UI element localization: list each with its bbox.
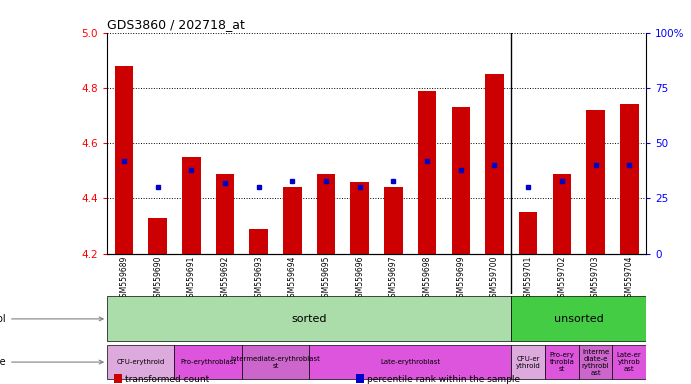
Text: unsorted: unsorted <box>554 314 603 324</box>
Bar <box>115 66 133 253</box>
Bar <box>612 345 646 379</box>
Text: GSM559696: GSM559696 <box>355 256 364 302</box>
Bar <box>310 345 511 379</box>
Bar <box>249 229 268 253</box>
Text: GSM559704: GSM559704 <box>625 256 634 302</box>
Text: GDS3860 / 202718_at: GDS3860 / 202718_at <box>107 18 245 31</box>
Bar <box>579 345 612 379</box>
Bar <box>519 212 538 253</box>
Text: Intermediate-erythroblast
st: Intermediate-erythroblast st <box>231 356 321 369</box>
Text: GSM559702: GSM559702 <box>558 256 567 302</box>
Bar <box>511 296 646 341</box>
Text: Pro-ery
throbla
st: Pro-ery throbla st <box>549 352 574 372</box>
Text: GSM559692: GSM559692 <box>220 256 229 302</box>
Bar <box>107 345 174 379</box>
Text: development stage: development stage <box>0 357 103 367</box>
Text: CFU-er
ythroid: CFU-er ythroid <box>515 356 540 369</box>
Bar <box>283 187 302 253</box>
Text: protocol: protocol <box>0 314 103 324</box>
Bar <box>553 174 571 253</box>
Bar <box>216 174 234 253</box>
Text: Interme
diate-e
rythrobl
ast: Interme diate-e rythrobl ast <box>582 349 609 376</box>
Bar <box>384 187 403 253</box>
Bar <box>451 107 470 253</box>
Text: GSM559695: GSM559695 <box>321 256 330 302</box>
Bar <box>418 91 437 253</box>
Text: GSM559697: GSM559697 <box>389 256 398 302</box>
Text: GSM559694: GSM559694 <box>288 256 297 302</box>
Text: GSM559693: GSM559693 <box>254 256 263 302</box>
Text: GSM559698: GSM559698 <box>423 256 432 302</box>
Text: GSM559703: GSM559703 <box>591 256 600 302</box>
Text: Pro-erythroblast: Pro-erythroblast <box>180 359 236 365</box>
Bar <box>511 345 545 379</box>
Bar <box>545 345 578 379</box>
Text: transformed count: transformed count <box>125 374 209 384</box>
Bar <box>485 74 504 253</box>
Text: Late-erythroblast: Late-erythroblast <box>380 359 440 365</box>
Bar <box>107 296 511 341</box>
Bar <box>149 218 167 253</box>
Bar <box>242 345 310 379</box>
Bar <box>174 345 242 379</box>
Text: percentile rank within the sample: percentile rank within the sample <box>367 374 520 384</box>
Text: GSM559699: GSM559699 <box>456 256 465 302</box>
Text: GSM559689: GSM559689 <box>120 256 129 302</box>
Text: Late-er
ythrob
ast: Late-er ythrob ast <box>617 352 642 372</box>
Text: GSM559701: GSM559701 <box>524 256 533 302</box>
Text: GSM559690: GSM559690 <box>153 256 162 302</box>
Text: sorted: sorted <box>292 314 327 324</box>
Bar <box>620 104 638 253</box>
Text: GSM559700: GSM559700 <box>490 256 499 302</box>
Bar <box>182 157 200 253</box>
Bar <box>316 174 335 253</box>
Bar <box>350 182 369 253</box>
Text: GSM559691: GSM559691 <box>187 256 196 302</box>
Bar <box>586 110 605 253</box>
Text: CFU-erythroid: CFU-erythroid <box>117 359 165 365</box>
